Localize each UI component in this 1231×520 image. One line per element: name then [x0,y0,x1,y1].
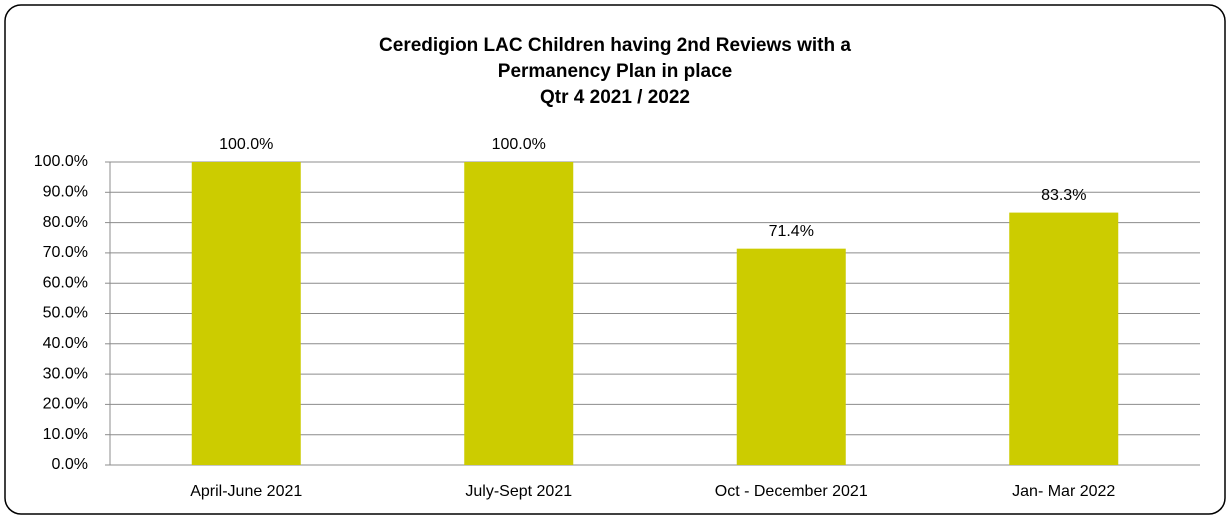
y-tick-label: 80.0% [43,214,88,231]
x-tick-label: July-Sept 2021 [465,483,572,500]
chart-title: Ceredigion LAC Children having 2nd Revie… [379,35,851,56]
y-tick-label: 90.0% [43,184,88,201]
x-tick-label: Jan- Mar 2022 [1012,483,1115,500]
y-tick-label: 20.0% [43,396,88,413]
y-tick-label: 10.0% [43,426,88,443]
chart-title: Qtr 4 2021 / 2022 [540,87,690,108]
chart-title: Permanency Plan in place [498,61,732,82]
x-tick-label: Oct - December 2021 [715,483,868,500]
y-tick-label: 70.0% [43,244,88,261]
y-tick-label: 50.0% [43,305,88,322]
data-label: 100.0% [492,136,546,153]
bar [464,162,574,465]
data-label: 83.3% [1041,187,1086,204]
x-tick-label: April-June 2021 [190,483,302,500]
y-tick-label: 40.0% [43,335,88,352]
y-tick-label: 100.0% [34,153,88,170]
bar [191,162,301,465]
bar [736,248,846,465]
chart-border [4,4,1226,515]
bar [1009,212,1119,465]
y-tick-label: 60.0% [43,274,88,291]
y-tick-label: 30.0% [43,365,88,382]
data-label: 100.0% [219,136,273,153]
y-tick-label: 0.0% [52,456,88,473]
data-label: 71.4% [769,223,814,240]
